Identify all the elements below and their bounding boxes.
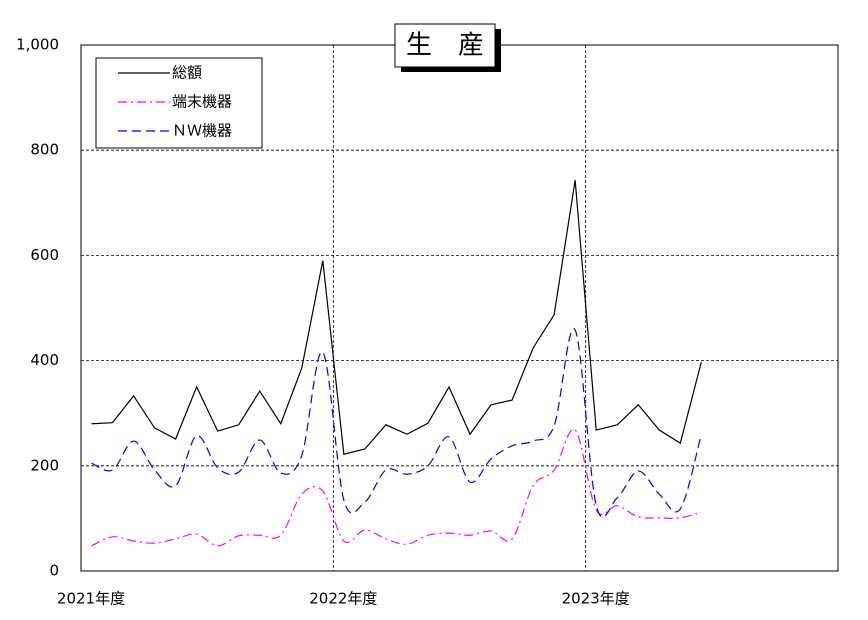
title-box xyxy=(394,23,496,68)
x-tick-label: 2023年度 xyxy=(562,590,630,608)
legend-label: 端末機器 xyxy=(172,93,232,111)
series-line xyxy=(91,428,702,547)
legend-label: 総額 xyxy=(172,64,202,82)
grid xyxy=(81,45,838,571)
series-line xyxy=(91,180,702,455)
chart-title: 生 産 xyxy=(406,31,484,61)
x-tick-label: 2022年度 xyxy=(309,590,377,608)
lines xyxy=(91,180,702,547)
y-tick-label: 400 xyxy=(30,351,59,369)
y-tick-label: 1,000 xyxy=(16,36,59,54)
x-tick-label: 2021年度 xyxy=(57,590,125,608)
y-tick-label: 600 xyxy=(30,246,59,264)
y-tick-label: 800 xyxy=(30,141,59,159)
legend-label: ＮＷ機器 xyxy=(172,122,232,140)
y-tick-label: 0 xyxy=(49,562,59,580)
y-tick-label: 200 xyxy=(30,456,59,474)
